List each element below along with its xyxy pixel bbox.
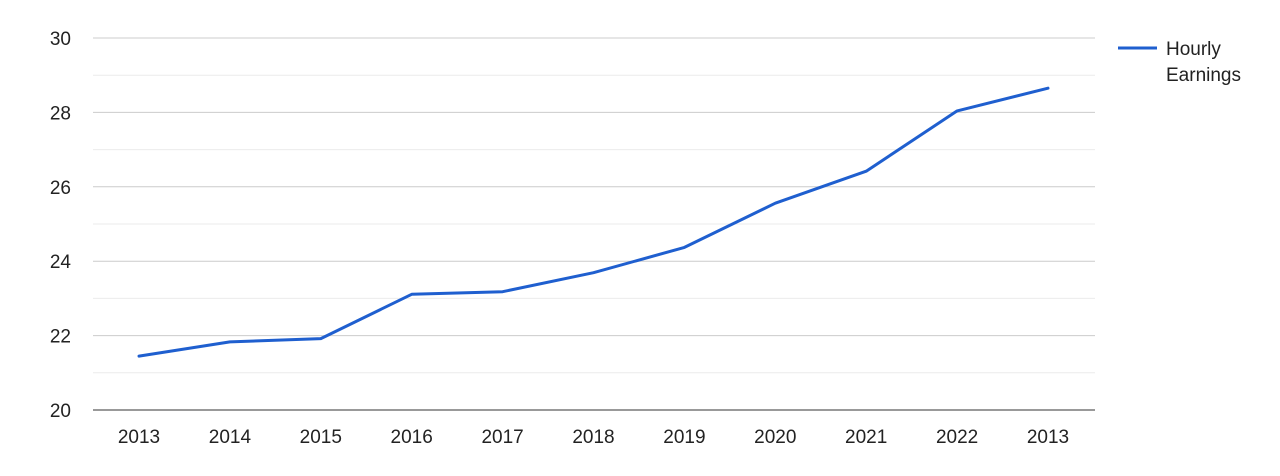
x-tick-label: 2015: [300, 427, 342, 448]
gridlines: [93, 37, 1095, 411]
x-tick-label: 2016: [391, 427, 433, 448]
series-layer: [137, 86, 1050, 358]
x-tick-label: 2022: [936, 427, 978, 448]
x-tick-label: 2013: [118, 427, 160, 448]
y-tick-label: 22: [50, 327, 71, 348]
y-tick-label: 26: [50, 178, 71, 199]
x-tick-label: 2018: [572, 427, 614, 448]
y-tick-label: 30: [50, 29, 71, 50]
y-tick-label: 28: [50, 103, 71, 124]
legend: Hourly Earnings: [1118, 39, 1241, 86]
x-tick-label: 2017: [481, 427, 523, 448]
x-tick-label: 2013: [1027, 427, 1069, 448]
x-tick-label: 2019: [663, 427, 705, 448]
x-tick-label: 2014: [209, 427, 252, 448]
x-tick-label: 2021: [845, 427, 887, 448]
y-axis-tick-labels: 20 22 24 26 28 30: [50, 29, 72, 422]
y-tick-label: 24: [50, 252, 72, 273]
y-tick-label: 20: [50, 401, 71, 422]
legend-label: Hourly Earnings: [1166, 39, 1241, 86]
x-axis-tick-labels: 2013 2014 2015 2016 2017 2018 2019 2020 2021 2022…: [118, 427, 1069, 448]
series-line-hourly-earnings: [137, 86, 1050, 358]
x-tick-label: 2020: [754, 427, 796, 448]
